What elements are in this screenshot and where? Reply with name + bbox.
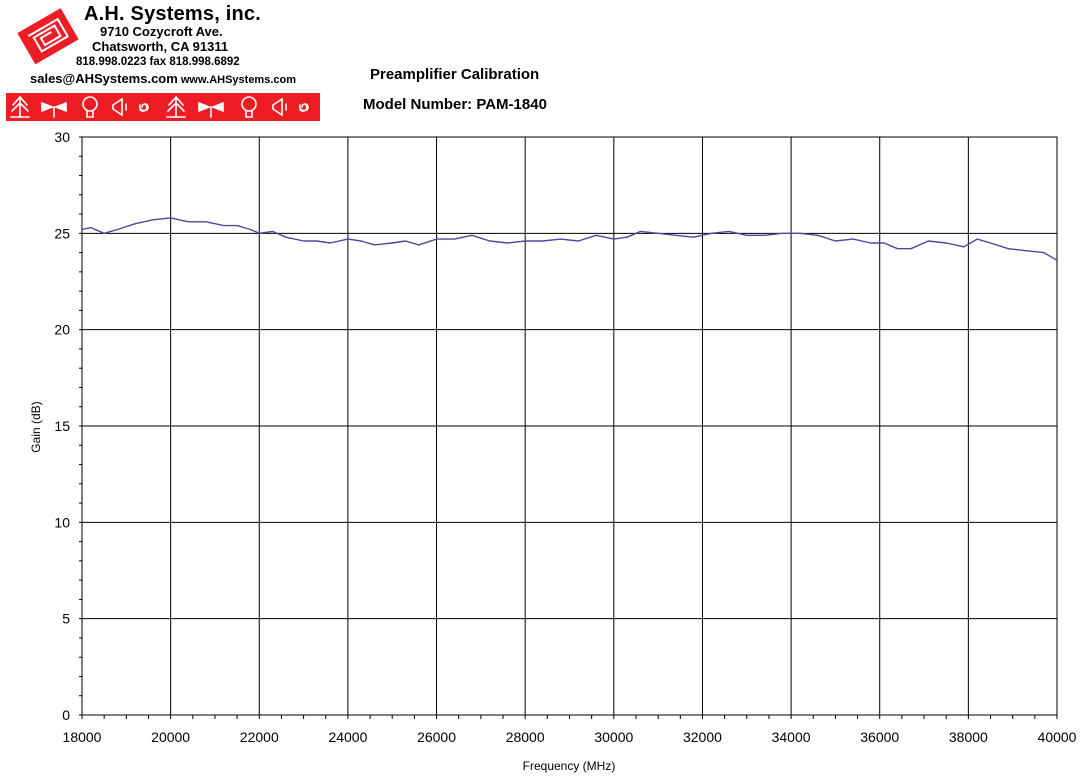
antenna-icon-strip [6,93,320,121]
x-tick-label: 40000 [1038,729,1077,745]
y-tick-label: 20 [54,322,70,338]
company-contact: sales@AHSystems.com www.AHSystems.com [30,71,296,86]
x-tick-label: 28000 [506,729,545,745]
gain-series-line [81,217,1058,261]
y-tick-label: 10 [54,514,70,530]
biconical-icon [10,95,30,118]
x-tick-label: 34000 [772,729,811,745]
x-tick-label: 36000 [860,729,899,745]
x-tick-label: 20000 [151,729,190,745]
horn-icon [272,97,287,117]
spiral-icon [138,103,149,112]
dipole-icon [41,101,67,118]
grid-layer [81,136,1058,716]
chart-title: Preamplifier Calibration [370,66,540,83]
x-tick-label: 32000 [683,729,722,745]
dipole-icon [198,101,224,118]
x-tick-label: 30000 [594,729,633,745]
x-tick-label: 38000 [949,729,988,745]
y-axis-title: Gain (dB) [29,401,43,452]
y-tick-label: 15 [54,418,70,434]
loop-icon [82,96,98,118]
company-city: Chatsworth, CA 91311 [92,39,229,54]
y-tick-label: 30 [54,129,70,145]
spiral-icon [298,103,309,112]
x-tick-label: 26000 [417,729,456,745]
y-tick-label: 0 [62,707,70,723]
tick-layer: 18000 20000 22000 24000 26000 28000 30000 32000… [54,129,1076,745]
x-tick-label: 24000 [328,729,367,745]
company-name: A.H. Systems, inc. [84,3,261,25]
horn-icon [112,97,127,117]
x-tick-label: 18000 [63,729,102,745]
company-website[interactable]: www.AHSystems.com [180,74,297,86]
company-phone: 818.998.0223 fax 818.998.6892 [76,56,240,68]
x-tick-label: 22000 [240,729,279,745]
line-layer [81,217,1058,261]
chart-subtitle: Model Number: PAM-1840 [363,96,547,113]
x-axis-title: Frequency (MHz) [523,759,616,773]
company-email[interactable]: sales@AHSystems.com [30,71,178,86]
y-tick-label: 5 [62,611,70,627]
header: A.H. Systems, inc. 9710 Cozycroft Ave. C… [0,0,1086,130]
biconical-icon [166,95,186,118]
company-logo [17,8,79,65]
loop-icon [241,96,257,118]
y-tick-label: 25 [54,225,70,241]
company-address: 9710 Cozycroft Ave. [100,24,223,39]
